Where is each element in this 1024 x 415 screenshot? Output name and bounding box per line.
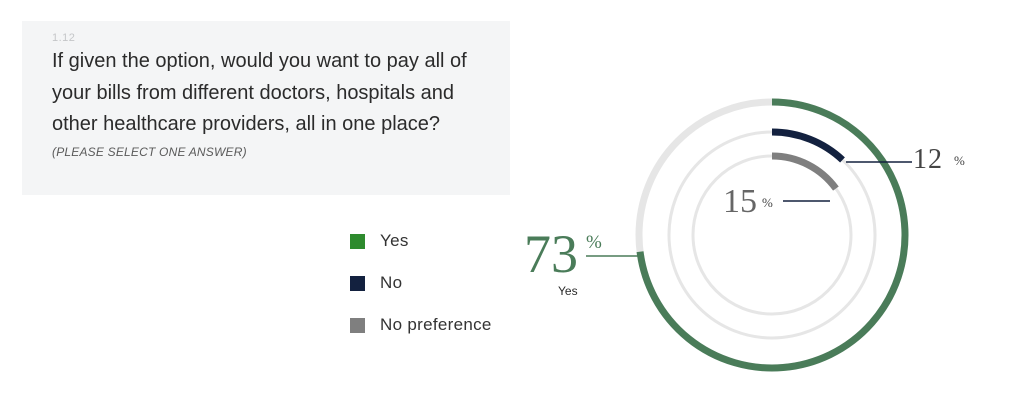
question-card: 1.12 If given the option, would you want… bbox=[22, 21, 510, 195]
data-label-yes-unit: % bbox=[586, 232, 602, 253]
bar-yes bbox=[636, 98, 909, 372]
data-label-no-preference: 15 bbox=[723, 183, 757, 220]
legend-swatch-yes bbox=[350, 233, 365, 249]
question-number: 1.12 bbox=[52, 32, 76, 44]
question-instruction: (PLEASE SELECT ONE ANSWER) bbox=[52, 144, 247, 159]
data-sublabel-yes: Yes bbox=[558, 284, 578, 298]
legend-label-no-preference: No preference bbox=[380, 315, 492, 334]
legend-item-yes: Yes bbox=[350, 220, 492, 262]
chart-legend: Yes No No preference bbox=[350, 220, 492, 346]
legend-label-yes: Yes bbox=[380, 231, 409, 250]
data-label-yes: 73 bbox=[524, 224, 578, 284]
track-ring-middle bbox=[667, 130, 877, 340]
data-label-no: 12 bbox=[913, 144, 943, 175]
legend-swatch-no bbox=[350, 275, 365, 291]
data-label-no-unit: % bbox=[954, 153, 965, 168]
data-label-no-preference-unit: % bbox=[762, 195, 773, 210]
bar-no bbox=[771, 128, 845, 163]
legend-label-no: No bbox=[380, 273, 403, 292]
legend-item-no-preference: No preference bbox=[350, 304, 492, 346]
legend-swatch-no-preference bbox=[350, 317, 365, 333]
bar-no-preference bbox=[771, 152, 839, 191]
legend-item-no: No bbox=[350, 262, 492, 304]
question-text: If given the option, would you want to p… bbox=[52, 50, 467, 135]
